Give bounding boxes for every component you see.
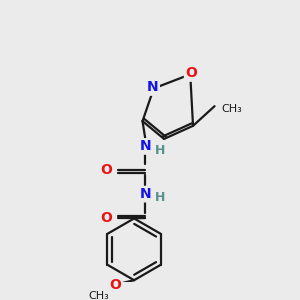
Text: O: O: [101, 163, 112, 177]
Text: O: O: [110, 278, 121, 292]
Text: CH₃: CH₃: [221, 104, 242, 114]
Text: CH₃: CH₃: [88, 291, 109, 300]
Text: O: O: [101, 212, 112, 225]
Text: N: N: [140, 187, 151, 201]
Text: N: N: [140, 140, 151, 153]
Text: O: O: [185, 66, 197, 80]
Text: H: H: [155, 144, 165, 157]
Text: H: H: [155, 191, 165, 204]
Text: N: N: [147, 80, 159, 94]
